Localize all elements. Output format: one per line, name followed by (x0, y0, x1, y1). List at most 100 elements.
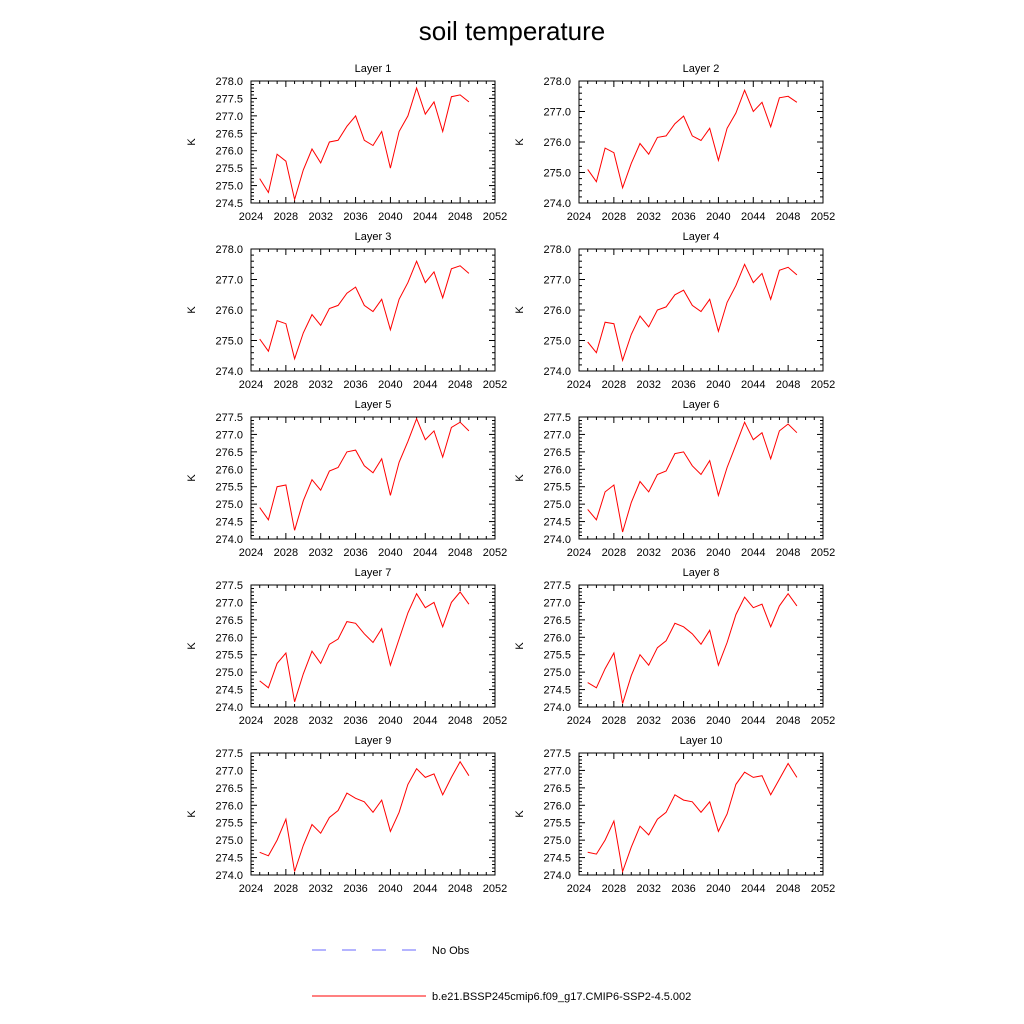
panel-2: Layer 2 K 2024 2028 2032 2036 2040 2044 2048 2052… (514, 63, 835, 223)
y-tick-label: 276.0 (215, 800, 243, 812)
x-tick-label: 2028 (274, 547, 298, 559)
plot-frame (578, 248, 824, 372)
y-tick-label: 275.0 (543, 336, 571, 348)
x-tick-label: 2036 (343, 715, 367, 727)
x-tick-label: 2032 (308, 715, 332, 727)
y-tick-label: 276.5 (215, 447, 243, 459)
x-tick-label: 2036 (671, 715, 695, 727)
y-tick-label: 277.0 (215, 597, 243, 609)
panel-9: Layer 9 K 2024 2028 2032 2036 2040 2044 2048 2052… (186, 735, 507, 895)
x-tick-label: 2044 (741, 379, 765, 391)
y-tick-label: 277.0 (543, 275, 571, 287)
x-tick-label: 2044 (413, 379, 437, 391)
y-tick-label: 277.0 (543, 597, 571, 609)
y-tick-label: 274.0 (215, 366, 243, 378)
y-tick-label: 277.5 (543, 748, 571, 760)
y-tick-label: 276.5 (215, 615, 243, 627)
series-line (587, 592, 798, 704)
x-tick-label: 2044 (413, 715, 437, 727)
panel-title: Layer 2 (683, 63, 720, 75)
x-tick-label: 2036 (671, 379, 695, 391)
legend: No Obs b.e21.BSSP245cmip6.f09_g17.CMIP6-… (312, 945, 691, 1003)
y-tick-label: 277.0 (215, 111, 243, 123)
y-axis-label: K (514, 474, 526, 482)
x-tick-label: 2048 (448, 715, 472, 727)
plot-frame (578, 584, 824, 708)
y-tick-label: 277.0 (215, 275, 243, 287)
y-tick-label: 274.0 (543, 870, 571, 882)
x-tick-label: 2032 (308, 883, 332, 895)
y-tick-label: 274.0 (215, 870, 243, 882)
y-axis-label: K (186, 810, 198, 818)
y-tick-label: 275.0 (543, 168, 571, 180)
y-tick-label: 275.5 (215, 163, 243, 175)
x-tick-label: 2048 (776, 211, 800, 223)
x-tick-label: 2052 (811, 547, 835, 559)
y-tick-label: 274.0 (543, 702, 571, 714)
y-tick-label: 277.5 (215, 93, 243, 105)
plot-frame (250, 80, 496, 204)
y-tick-label: 277.5 (543, 580, 571, 592)
y-tick-label: 276.0 (215, 632, 243, 644)
x-tick-label: 2036 (343, 379, 367, 391)
x-tick-label: 2040 (378, 211, 402, 223)
y-tick-label: 277.0 (215, 765, 243, 777)
y-tick-label: 276.5 (543, 447, 571, 459)
panel-4: Layer 4 K 2024 2028 2032 2036 2040 2044 2048 2052… (514, 231, 835, 391)
plot-frame (578, 752, 824, 876)
y-tick-label: 277.5 (215, 580, 243, 592)
y-axis-label: K (186, 642, 198, 650)
y-tick-label: 277.5 (215, 748, 243, 760)
x-tick-label: 2028 (602, 883, 626, 895)
y-tick-label: 277.5 (543, 412, 571, 424)
series-line (259, 259, 470, 361)
x-tick-label: 2024 (239, 715, 263, 727)
series-line (259, 417, 470, 531)
y-tick-label: 275.0 (543, 667, 571, 679)
x-tick-label: 2044 (741, 211, 765, 223)
x-tick-label: 2024 (239, 211, 263, 223)
figure-title: soil temperature (419, 16, 605, 46)
x-tick-label: 2036 (343, 883, 367, 895)
y-tick-label: 276.0 (215, 146, 243, 158)
x-tick-label: 2028 (602, 547, 626, 559)
y-tick-label: 277.5 (215, 412, 243, 424)
y-tick-label: 278.0 (543, 244, 571, 256)
x-tick-label: 2048 (448, 211, 472, 223)
panel-title: Layer 1 (355, 63, 392, 75)
y-tick-label: 276.5 (543, 615, 571, 627)
panel-title: Layer 6 (683, 399, 720, 411)
y-tick-label: 275.0 (543, 835, 571, 847)
y-tick-label: 275.5 (543, 650, 571, 662)
y-tick-label: 278.0 (215, 76, 243, 88)
x-tick-label: 2048 (776, 715, 800, 727)
x-tick-label: 2052 (811, 715, 835, 727)
x-tick-label: 2024 (239, 883, 263, 895)
y-tick-label: 276.0 (543, 800, 571, 812)
plot-frame (250, 248, 496, 372)
y-tick-label: 274.5 (215, 853, 243, 865)
panel-1: Layer 1 K 2024 2028 2032 2036 2040 2044 2048 2052… (186, 63, 507, 223)
x-tick-label: 2052 (811, 379, 835, 391)
y-tick-label: 276.0 (543, 137, 571, 149)
x-tick-label: 2024 (567, 211, 591, 223)
y-tick-label: 276.0 (215, 305, 243, 317)
x-tick-label: 2048 (776, 379, 800, 391)
panel-title: Layer 8 (683, 567, 720, 579)
x-tick-label: 2040 (378, 379, 402, 391)
y-tick-label: 276.0 (543, 305, 571, 317)
x-tick-label: 2048 (448, 547, 472, 559)
y-axis-label: K (186, 474, 198, 482)
x-tick-label: 2028 (274, 715, 298, 727)
series-line (259, 760, 470, 872)
plot-frame (250, 584, 496, 708)
x-tick-label: 2044 (741, 547, 765, 559)
x-tick-label: 2044 (741, 883, 765, 895)
y-tick-label: 277.0 (543, 107, 571, 119)
x-tick-label: 2040 (378, 715, 402, 727)
y-axis-label: K (186, 306, 198, 314)
panel-7: Layer 7 K 2024 2028 2032 2036 2040 2044 2048 2052… (186, 567, 507, 727)
x-tick-label: 2040 (706, 211, 730, 223)
panel-title: Layer 10 (680, 735, 723, 747)
y-axis-label: K (514, 642, 526, 650)
